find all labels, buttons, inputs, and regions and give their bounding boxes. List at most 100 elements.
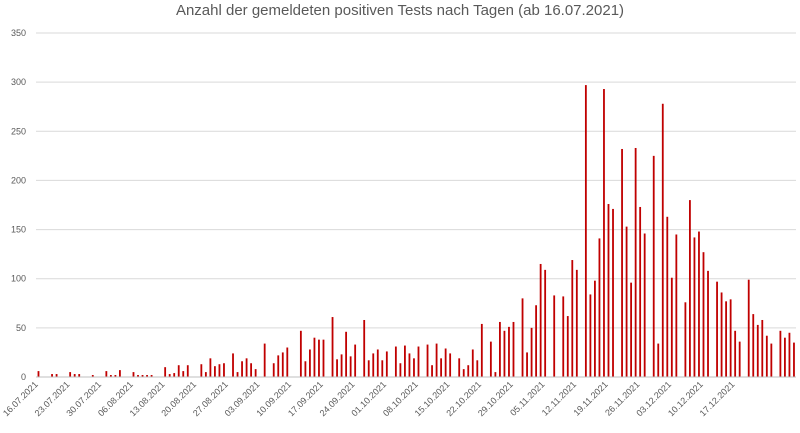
bar — [286, 347, 289, 377]
bar — [345, 331, 348, 377]
bar — [689, 200, 691, 377]
bar — [372, 353, 375, 377]
bar — [214, 366, 216, 377]
bar — [670, 277, 673, 377]
bar — [426, 344, 429, 377]
bar — [114, 375, 117, 377]
bar — [462, 369, 465, 377]
bar — [675, 234, 678, 377]
bar — [109, 375, 112, 377]
bar — [698, 231, 700, 377]
bar — [765, 335, 768, 377]
bar — [73, 374, 76, 377]
bar — [245, 358, 248, 377]
bar — [720, 292, 723, 377]
bar — [322, 339, 325, 377]
y-tick-label: 250 — [11, 126, 26, 136]
bar — [512, 321, 515, 377]
bar — [146, 375, 148, 377]
bar — [526, 352, 528, 377]
bar — [784, 337, 786, 377]
bar — [218, 364, 221, 377]
y-tick-label: 100 — [11, 274, 26, 284]
bar — [761, 319, 764, 377]
bar — [571, 260, 574, 377]
y-tick-label: 200 — [11, 175, 26, 185]
bar — [299, 330, 302, 377]
bar — [272, 363, 275, 377]
bar — [182, 371, 185, 377]
bar — [539, 263, 542, 377]
bar — [277, 355, 280, 377]
bar — [575, 269, 578, 377]
bar — [471, 349, 474, 377]
bar — [621, 148, 623, 377]
bar — [440, 358, 443, 377]
bar — [535, 305, 538, 377]
bar — [666, 216, 669, 377]
bar — [304, 361, 307, 377]
bar — [349, 356, 352, 377]
y-tick-label: 150 — [11, 225, 26, 235]
bar — [738, 341, 741, 377]
bar — [204, 372, 207, 377]
bar — [639, 206, 642, 377]
bar — [625, 226, 628, 377]
bar — [354, 344, 357, 377]
bar — [394, 346, 397, 377]
gridlines — [36, 32, 796, 329]
bar — [652, 155, 655, 377]
bar — [793, 342, 795, 377]
bar — [661, 103, 664, 378]
y-tick-label: 50 — [16, 323, 26, 333]
bar — [51, 374, 53, 377]
bar — [693, 237, 696, 377]
bar — [408, 353, 411, 377]
bar — [186, 365, 189, 377]
bar — [489, 341, 492, 377]
y-tick-label: 350 — [11, 28, 26, 38]
bar — [734, 330, 737, 377]
y-tick-label: 0 — [21, 372, 26, 382]
bar — [318, 339, 320, 377]
bar — [263, 343, 266, 377]
bar — [150, 375, 153, 377]
bar — [562, 296, 565, 377]
bar — [313, 337, 316, 377]
bar — [78, 374, 81, 377]
bar — [598, 238, 601, 377]
bar — [603, 89, 605, 378]
bar — [480, 323, 483, 377]
bar — [132, 372, 135, 377]
bar — [729, 299, 732, 377]
bar — [607, 204, 610, 377]
bar — [309, 349, 311, 377]
bar — [657, 343, 660, 377]
bar — [521, 298, 524, 377]
bar — [137, 375, 139, 377]
bar — [566, 316, 569, 377]
bar — [716, 281, 718, 377]
bar — [643, 233, 646, 377]
bar — [69, 372, 72, 377]
bar — [177, 365, 180, 377]
bar — [200, 364, 203, 377]
y-axis-ticks: 0 50 100 150 200 250 300 350 — [11, 28, 26, 382]
bar — [553, 295, 556, 377]
bar — [530, 327, 533, 377]
bar — [594, 280, 596, 377]
bar — [241, 361, 243, 377]
bar — [417, 346, 420, 377]
bar — [707, 270, 709, 377]
bar — [725, 301, 728, 377]
bar — [281, 352, 284, 377]
bar — [363, 319, 366, 377]
bar — [702, 252, 705, 377]
bar — [37, 371, 40, 377]
bar — [173, 373, 176, 377]
bar — [254, 369, 257, 377]
bar — [494, 372, 497, 377]
bar — [476, 360, 479, 377]
bar — [503, 330, 506, 377]
